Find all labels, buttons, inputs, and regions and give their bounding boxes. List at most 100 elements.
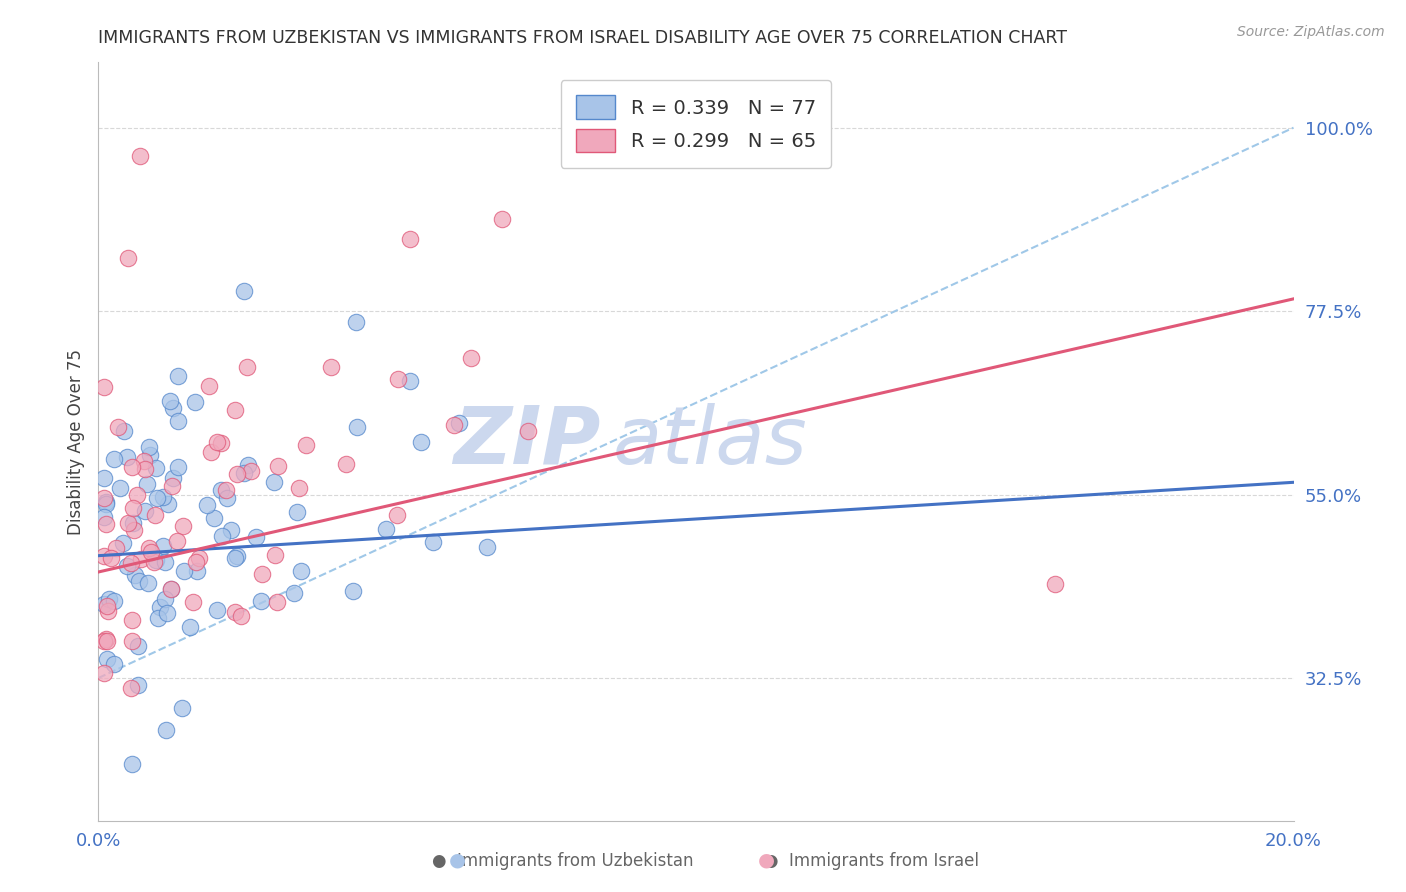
Point [141,545,163,559]
Point [215,491,238,505]
Point [162,471,184,485]
Point [225,549,247,563]
Text: Source: ZipAtlas.com: Source: ZipAtlas.com [1237,25,1385,39]
Point [211,529,233,543]
Point [103,451,125,466]
Point [122,516,145,530]
Point [188,550,211,565]
Point [422,535,444,549]
Text: IMMIGRANTS FROM UZBEKISTAN VS IMMIGRANTS FROM ISRAEL DISABILITY AGE OVER 75 CORR: IMMIGRANTS FROM UZBEKISTAN VS IMMIGRANTS… [98,29,1067,47]
Point [94,632,117,646]
Point [224,605,246,619]
Point [121,634,143,648]
Point [236,360,259,375]
Point [124,568,146,582]
Point [162,401,184,416]
Point [167,414,190,428]
Point [250,594,273,608]
Point [127,639,149,653]
Point [398,232,420,246]
Point [387,372,409,386]
Point [148,610,170,624]
Point [240,464,263,478]
Point [399,374,422,388]
Point [232,466,254,480]
Point [152,539,174,553]
Point [96,495,118,509]
Point [127,488,149,502]
Point [1043,577,1066,591]
Point [159,394,181,409]
Point [121,460,143,475]
Point [97,591,120,606]
Point [96,599,118,613]
Point [184,395,207,409]
Point [138,440,160,454]
Point [184,555,207,569]
Point [233,284,256,298]
Point [183,595,205,609]
Point [93,380,115,394]
Point [229,609,252,624]
Point [129,149,152,163]
Point [245,530,267,544]
Point [155,555,177,569]
Text: ZIP: ZIP [453,402,600,481]
Y-axis label: Disability Age Over 75: Disability Age Over 75 [66,349,84,534]
Point [319,360,342,375]
Point [179,620,201,634]
Point [93,665,115,680]
Point [198,379,221,393]
Point [127,678,149,692]
Point [266,595,288,609]
Point [167,459,190,474]
Point [122,501,145,516]
Point [122,523,145,537]
Point [290,564,312,578]
Point [344,315,367,329]
Point [93,509,115,524]
Point [200,445,222,459]
Point [93,491,115,505]
Point [409,435,432,450]
Point [97,604,120,618]
Point [205,434,228,449]
Point [117,251,139,265]
Point [120,681,142,695]
Point [263,475,285,490]
Text: ●  Immigrants from Uzbekistan: ● Immigrants from Uzbekistan [432,852,693,870]
Point [103,657,125,672]
Point [443,418,465,433]
Point [224,550,246,565]
Point [117,559,139,574]
Point [138,541,160,555]
Point [145,508,167,522]
Point [447,416,470,430]
Point [96,516,118,531]
Point [134,454,156,468]
Point [295,438,318,452]
Point [94,497,117,511]
Point [149,600,172,615]
Point [460,351,482,365]
Point [285,505,308,519]
Legend: R = 0.339   N = 77, R = 0.299   N = 65: R = 0.339 N = 77, R = 0.299 N = 65 [561,79,831,168]
Point [145,553,167,567]
Point [112,424,135,438]
Point [93,633,115,648]
Point [153,592,176,607]
Point [112,536,135,550]
Point [128,574,150,589]
Point [170,700,193,714]
Point [252,566,274,581]
Point [160,582,183,596]
Point [209,483,232,497]
Point [96,652,118,666]
Point [207,603,229,617]
Point [136,477,159,491]
Point [202,511,225,525]
Point [93,471,115,485]
Point [93,549,115,564]
Point [120,556,142,570]
Point [491,212,513,227]
